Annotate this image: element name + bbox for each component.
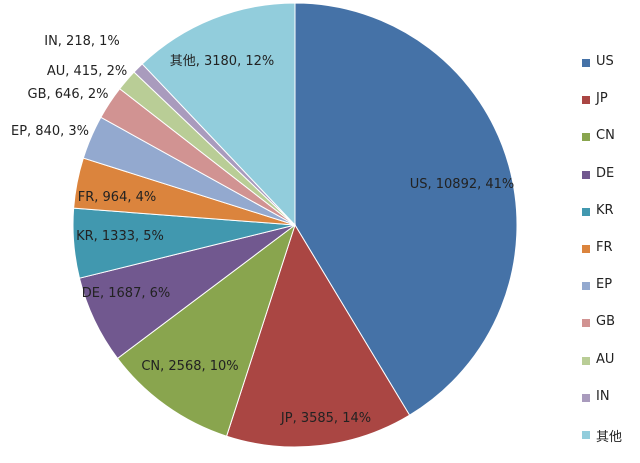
legend-label-8: AU <box>596 351 615 367</box>
legend-swatch-3 <box>582 170 590 179</box>
slice-label-7: GB, 646, 2% <box>28 87 109 102</box>
legend-swatch-2 <box>582 133 590 142</box>
pie-slice-10 <box>141 2 296 227</box>
legend-label-2: CN <box>596 128 615 144</box>
legend-label-9: IN <box>596 388 610 404</box>
legend-swatch-6 <box>582 282 590 291</box>
slice-label-3: DE, 1687, 6% <box>82 286 170 301</box>
pie-slice-1 <box>225 223 411 448</box>
legend-label-3: DE <box>596 165 615 181</box>
legend-label-0: US <box>596 54 614 69</box>
legend-label-1: JP <box>596 91 608 107</box>
slice-label-1: JP, 3585, 14% <box>280 411 371 426</box>
slice-label-4: KR, 1333, 5% <box>76 229 164 244</box>
legend-label-4: KR <box>596 202 614 218</box>
legend-label-7: GB <box>596 314 615 330</box>
slice-label-0: US, 10892, 41% <box>410 177 515 192</box>
slice-labels: US, 10892, 41% JP, 3585, 14% CN, 2568, 10%… <box>11 34 514 426</box>
slice-label-9: IN, 218, 1% <box>44 34 120 49</box>
legend-swatch-10 <box>582 430 590 439</box>
legend-label-10: 其他 <box>596 429 623 445</box>
legend-swatch-5 <box>582 244 590 253</box>
pie-slices <box>72 2 518 448</box>
legend-swatch-7 <box>582 319 590 328</box>
legend-label-5: FR <box>596 239 613 255</box>
pie-slice-2 <box>116 223 296 437</box>
slice-label-10: 其他, 3180, 12% <box>170 54 275 69</box>
legend-swatch-1 <box>582 96 590 105</box>
legend-swatch-8 <box>582 356 590 365</box>
slice-label-8: AU, 415, 2% <box>47 64 127 79</box>
slice-label-2: CN, 2568, 10% <box>141 359 238 374</box>
legend-swatch-9 <box>582 393 590 402</box>
slice-label-5: FR, 964, 4% <box>78 190 156 205</box>
pie-slice-0 <box>294 2 518 416</box>
legend-swatch-4 <box>582 207 590 216</box>
legend-label-6: EP <box>596 277 613 293</box>
legend-swatch-0 <box>582 59 590 67</box>
slice-label-6: EP, 840, 3% <box>11 124 89 139</box>
